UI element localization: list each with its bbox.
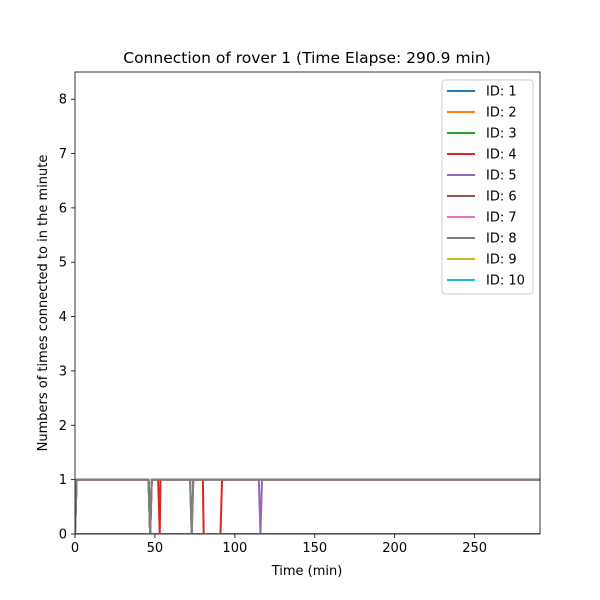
series-line-id-5 xyxy=(75,478,540,534)
y-tick-label: 8 xyxy=(59,93,67,108)
x-tick-label: 250 xyxy=(462,541,487,556)
x-tick-label: 50 xyxy=(147,541,164,556)
y-tick-label: 4 xyxy=(59,310,67,325)
x-tick-label: 0 xyxy=(71,541,79,556)
y-axis: 0 1 2 3 4 5 6 7 8 xyxy=(59,93,75,543)
y-tick-label: 5 xyxy=(59,256,67,271)
legend-label: ID: 5 xyxy=(486,169,517,184)
legend-label: ID: 4 xyxy=(486,148,517,163)
series-line-id-8 xyxy=(75,478,540,534)
plot-frame xyxy=(74,71,541,535)
legend-label: ID: 9 xyxy=(486,253,517,268)
series-layer xyxy=(75,478,540,534)
x-axis: 0 50 100 150 200 250 xyxy=(71,534,487,556)
legend: ID: 1 ID: 2 ID: 3 ID: 4 ID: 5 ID: 6 ID: 7 ID: 8… xyxy=(441,79,534,295)
y-axis-label: Numbers of times connected to in the min… xyxy=(36,155,51,452)
y-tick-label: 0 xyxy=(59,528,67,543)
x-tick-label: 150 xyxy=(302,541,327,556)
legend-label: ID: 1 xyxy=(486,85,517,100)
series-line-id-2 xyxy=(75,478,540,534)
series-line-id-6 xyxy=(75,478,540,534)
chart-title: Connection of rover 1 (Time Elapse: 290.… xyxy=(123,49,491,67)
legend-label: ID: 7 xyxy=(486,211,517,226)
series-line-id-3 xyxy=(75,478,540,534)
legend-label: ID: 6 xyxy=(486,190,517,205)
x-tick-label: 200 xyxy=(382,541,407,556)
legend-label: ID: 8 xyxy=(486,232,517,247)
series-line-id-4 xyxy=(75,478,540,534)
y-tick-label: 2 xyxy=(59,419,67,434)
legend-label: ID: 2 xyxy=(486,106,517,121)
y-tick-label: 3 xyxy=(59,364,67,379)
legend-label: ID: 10 xyxy=(486,274,525,289)
y-tick-label: 7 xyxy=(59,147,67,162)
legend-label: ID: 3 xyxy=(486,127,517,142)
y-tick-label: 1 xyxy=(59,473,67,488)
y-tick-label: 6 xyxy=(59,201,67,216)
x-axis-label: Time (min) xyxy=(271,564,343,579)
x-tick-label: 100 xyxy=(222,541,247,556)
